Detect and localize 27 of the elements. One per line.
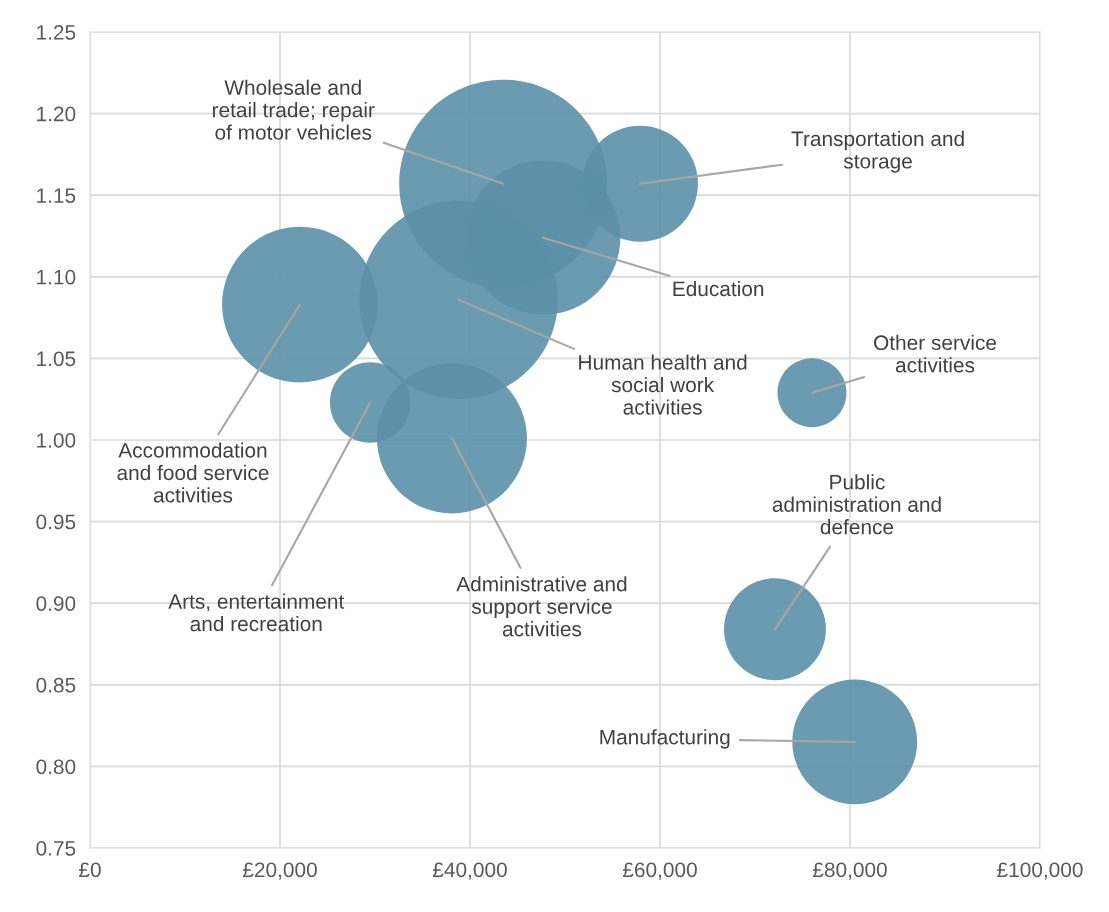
x-tick-label: £100,000	[997, 862, 1083, 880]
annotation: Public administration and defence	[772, 474, 941, 535]
y-tick-label: 0.80	[36, 759, 76, 775]
annotation: Accommodation and food service activities	[117, 442, 269, 503]
annotation: Education	[673, 280, 764, 297]
annotation: Human health and social work activities	[579, 354, 747, 415]
x-tick-label: £0	[79, 862, 101, 878]
x-tick-label: £20,000	[242, 862, 317, 880]
annotation: Wholesale and retail trade; repair of motor vehicles	[213, 79, 375, 140]
y-tick-label: 0.95	[36, 514, 76, 530]
annotation: Transportation and storage	[791, 130, 964, 173]
y-tick-label: 0.90	[36, 596, 76, 611]
y-tick-label: 0.85	[36, 677, 76, 693]
x-tick-label: £80,000	[812, 862, 887, 880]
annotation: Manufacturing	[600, 729, 730, 749]
y-tick-label: 1.05	[37, 351, 76, 367]
y-tick-label: 1.10	[37, 269, 76, 285]
annotation: Other service activities	[874, 334, 997, 373]
y-tick-label: 1.00	[37, 433, 76, 448]
y-tick-label: 1.25	[37, 25, 76, 40]
y-tick-label: 0.75	[36, 841, 76, 856]
x-tick-label: £60,000	[622, 862, 697, 880]
annotation: Arts, entertainment and recreation	[168, 593, 345, 632]
y-tick-label: 1.15	[37, 188, 76, 203]
x-tick-label: £40,000	[432, 862, 507, 880]
y-tick-label: 1.20	[37, 106, 76, 122]
annotation: Administrative and support service activities	[456, 576, 627, 637]
